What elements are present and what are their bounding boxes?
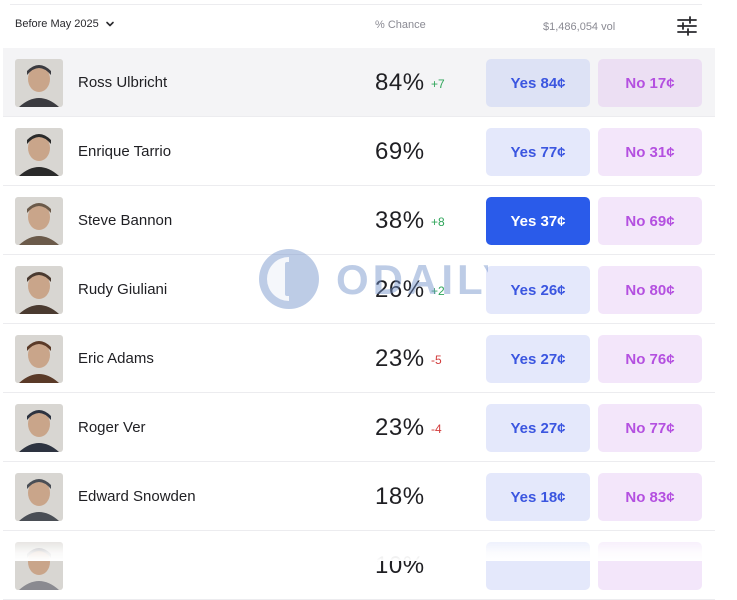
candidate-name: Ross Ulbricht — [78, 74, 168, 91]
outcome-row[interactable]: Eric Adams 23% -5 Yes 27¢ No 76¢ — [3, 324, 715, 393]
chance-percent: 23% — [375, 345, 425, 372]
buy-no-button[interactable]: No 31¢ — [598, 128, 702, 176]
chance-change: +2 — [431, 284, 445, 298]
buy-no-button[interactable]: No 80¢ — [598, 266, 702, 314]
buy-no-button[interactable]: No 77¢ — [598, 404, 702, 452]
chance-column-header: % Chance — [375, 19, 426, 31]
chance-change: +8 — [431, 215, 445, 229]
candidate-name: Enrique Tarrio — [78, 143, 172, 160]
outcome-row[interactable]: Rudy Giuliani 26% +2 Yes 26¢ No 80¢ — [3, 255, 715, 324]
candidate-name: Steve Bannon — [78, 212, 173, 229]
chance-percent: 23% — [375, 414, 425, 441]
chevron-down-icon — [105, 21, 114, 27]
chance-percent: 38% — [375, 207, 425, 234]
chance-change: +7 — [431, 77, 445, 91]
outcome-row[interactable]: Edward Snowden 18% Yes 18¢ No 83¢ — [3, 462, 715, 531]
avatar — [15, 128, 63, 176]
chance-change: -4 — [431, 422, 442, 436]
avatar — [15, 197, 63, 245]
buy-yes-button[interactable]: Yes 27¢ — [486, 404, 590, 452]
candidate-name: Eric Adams — [78, 350, 154, 367]
avatar — [15, 335, 63, 383]
chance-percent: 18% — [375, 483, 425, 510]
buy-yes-button[interactable]: Yes 18¢ — [486, 473, 590, 521]
chance-change: -5 — [431, 353, 442, 367]
buy-yes-button[interactable]: Yes 37¢ — [486, 197, 590, 245]
buy-yes-button[interactable]: Yes 26¢ — [486, 266, 590, 314]
buy-no-button[interactable]: No 69¢ — [598, 197, 702, 245]
outcome-row[interactable]: Enrique Tarrio 69% Yes 77¢ No 31¢ — [3, 117, 715, 186]
buy-yes-button[interactable]: Yes 84¢ — [486, 59, 590, 107]
chance-percent: 26% — [375, 276, 425, 303]
buy-no-button[interactable]: No 83¢ — [598, 473, 702, 521]
candidate-name: Roger Ver — [78, 419, 146, 436]
chance-percent: 69% — [375, 138, 425, 165]
bottom-fade-overlay — [0, 533, 737, 561]
filter-settings-icon[interactable] — [676, 16, 698, 36]
date-filter-dropdown[interactable]: Before May 2025 — [15, 18, 115, 30]
avatar — [15, 404, 63, 452]
outcome-row[interactable]: Ross Ulbricht 84% +7 Yes 84¢ No 17¢ — [3, 48, 715, 117]
chance-percent: 84% — [375, 69, 425, 96]
outcome-row[interactable]: Roger Ver 23% -4 Yes 27¢ No 77¢ — [3, 393, 715, 462]
market-header: Before May 2025 % Chance $1,486,054 vol — [0, 0, 737, 48]
buy-yes-button[interactable]: Yes 27¢ — [486, 335, 590, 383]
volume-label: $1,486,054 vol — [543, 21, 616, 33]
avatar — [15, 473, 63, 521]
candidate-name: Rudy Giuliani — [78, 281, 168, 298]
top-divider — [10, 4, 702, 5]
avatar — [15, 59, 63, 107]
buy-no-button[interactable]: No 76¢ — [598, 335, 702, 383]
avatar — [15, 266, 63, 314]
date-filter-label: Before May 2025 — [15, 18, 99, 30]
candidate-name: Edward Snowden — [78, 488, 196, 505]
buy-yes-button[interactable]: Yes 77¢ — [486, 128, 590, 176]
buy-no-button[interactable]: No 17¢ — [598, 59, 702, 107]
outcome-row[interactable]: Steve Bannon 38% +8 Yes 37¢ No 69¢ — [3, 186, 715, 255]
